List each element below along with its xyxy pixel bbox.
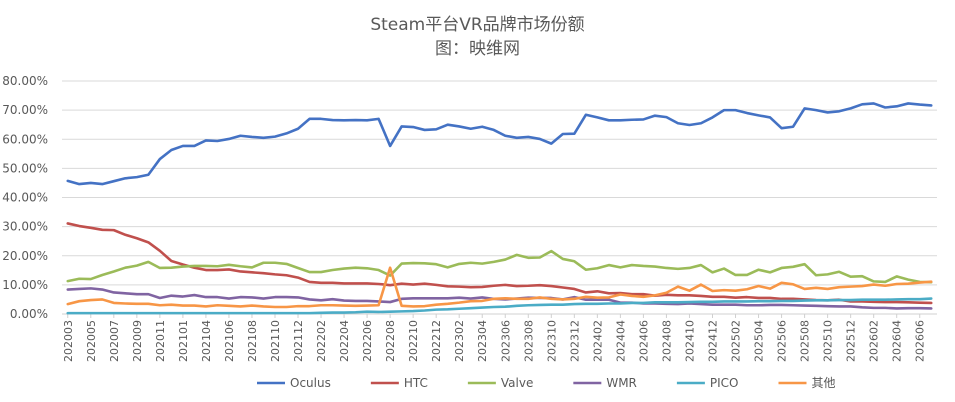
x-tick-label: 202202 [315, 320, 328, 362]
x-tick-label: 202009 [131, 320, 144, 362]
legend-label: WMR [606, 376, 637, 390]
y-axis: 0.00% 10.00% 20.00% 30.00% 40.00% 50.00% 60.00… [2, 74, 48, 321]
y-tick-label: 10.00% [2, 278, 48, 292]
x-tick-label: 202308 [522, 320, 535, 362]
legend-item: 其他 [778, 376, 836, 390]
x-tick-label: 202306 [499, 320, 512, 362]
x-tick-label: 202410 [683, 320, 696, 362]
y-tick-label: 80.00% [2, 74, 48, 88]
y-tick-label: 20.00% [2, 249, 48, 263]
x-tick-label: 202504 [753, 320, 766, 362]
legend-item: Valve [467, 376, 533, 390]
x-tick-label: 202408 [660, 320, 673, 362]
legend-label: 其他 [812, 376, 836, 390]
x-tick-label: 202212 [430, 320, 443, 362]
legend-item: Oculus [257, 376, 331, 390]
x-tick-label: 202412 [706, 320, 719, 362]
x-tick-label: 202007 [108, 320, 121, 362]
x-tick-label: 202110 [269, 320, 282, 362]
y-tick-label: 60.00% [2, 132, 48, 146]
y-tick-label: 40.00% [2, 191, 48, 205]
x-tick-label: 202005 [85, 320, 98, 362]
x-tick-label: 202304 [476, 320, 489, 362]
x-tick-label: 202003 [62, 320, 75, 362]
chart-subtitle: 图：映维网 [435, 39, 520, 59]
x-tick-label: 202208 [384, 320, 397, 362]
series-lines [66, 102, 933, 315]
x-tick-label: 202602 [868, 320, 881, 362]
x-tick-label: 202508 [799, 320, 812, 362]
x-tick-label: 202210 [407, 320, 420, 362]
y-tick-label: 70.00% [2, 103, 48, 117]
legend-item: WMR [573, 376, 637, 390]
x-tick-label: 202512 [845, 320, 858, 362]
x-tick-label: 202204 [338, 320, 351, 362]
y-tick-label: 30.00% [2, 220, 48, 234]
x-tick-label: 202206 [361, 320, 374, 362]
x-tick-label: 202302 [453, 320, 466, 362]
x-tick-label: 202108 [246, 320, 259, 362]
series-line-PICO [66, 297, 933, 315]
y-tick-label: 0.00% [10, 307, 48, 321]
gridlines [62, 80, 937, 315]
series-line-其他 [66, 266, 933, 309]
legend-item: PICO [676, 376, 739, 390]
chart-title: Steam平台VR品牌市场份额 [370, 15, 585, 35]
legend: Oculus HTC Valve WMR PICO 其他 [257, 376, 836, 390]
series-line-HTC [66, 222, 933, 305]
legend-label: PICO [710, 376, 739, 390]
x-tick-label: 202604 [891, 320, 904, 362]
x-tick-label: 202112 [292, 320, 305, 362]
x-tick-label: 202404 [614, 320, 627, 362]
y-tick-label: 50.00% [2, 161, 48, 175]
x-tick-label: 202312 [568, 320, 581, 362]
series-line-Valve [66, 249, 933, 284]
x-tick-label: 202101 [177, 320, 190, 362]
x-tick-label: 202606 [914, 320, 927, 362]
x-tick-label: 202106 [223, 320, 236, 362]
x-tick-label: 202402 [591, 320, 604, 362]
legend-item: HTC [370, 376, 428, 390]
legend-label: HTC [404, 376, 428, 390]
x-tick-label: 202506 [776, 320, 789, 362]
x-tick-label: 202502 [730, 320, 743, 362]
x-tick-label: 202104 [200, 320, 213, 362]
x-tick-label: 202510 [822, 320, 835, 362]
legend-label: Valve [501, 376, 533, 390]
x-axis: 202003 202005 202007 202009 202011 202101 2021… [62, 314, 927, 362]
x-tick-label: 202011 [154, 320, 167, 362]
x-tick-label: 202406 [637, 320, 650, 362]
legend-label: Oculus [290, 376, 331, 390]
series-line-Oculus [66, 102, 933, 186]
x-tick-label: 202310 [545, 320, 558, 362]
